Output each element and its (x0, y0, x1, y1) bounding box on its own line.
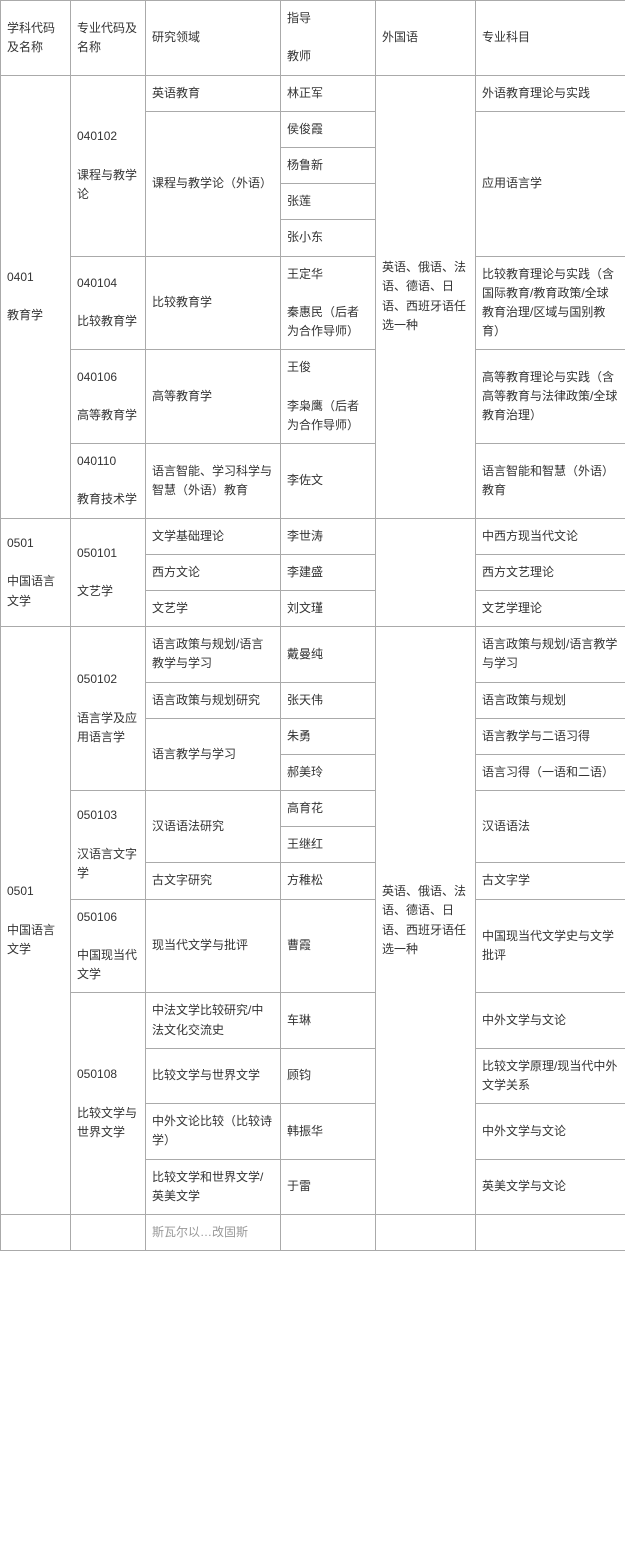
teacher-cell: 王定华 秦惠民（后者为合作导师） (281, 256, 376, 350)
teacher-cell: 王继红 (281, 827, 376, 863)
teacher-cell: 刘文瑾 (281, 590, 376, 626)
subject-cell: 文艺学理论 (476, 590, 625, 626)
subject-cell: 西方文艺理论 (476, 554, 625, 590)
subject-cell: 高等教育理论与实践（含高等教育与法律政策/全球教育治理） (476, 350, 625, 444)
discipline-cell: 0501 中国语言文学 (1, 627, 71, 1215)
header-row: 学科代码及名称 专业代码及名称 研究领域 指导 教师 外国语 专业科目 (1, 1, 625, 76)
subject-cell (476, 1214, 625, 1250)
table-row: 0501 中国语言文学050101 文艺学文学基础理论李世涛中西方现当代文论 (1, 518, 625, 554)
area-cell: 古文字研究 (146, 863, 281, 899)
major-cell: 040102 课程与教学论 (71, 75, 146, 256)
subject-cell: 比较教育理论与实践（含国际教育/教育政策/全球教育治理/区域与国别教育） (476, 256, 625, 350)
teacher-cell: 侯俊霞 (281, 111, 376, 147)
header-subject: 专业科目 (476, 1, 625, 76)
discipline-cell (1, 1214, 71, 1250)
table-row: 040104 比较教育学比较教育学王定华 秦惠民（后者为合作导师） 比较教育理论与… (1, 256, 625, 350)
area-cell: 高等教育学 (146, 350, 281, 444)
major-cell: 040104 比较教育学 (71, 256, 146, 350)
subject-cell: 语言智能和智慧（外语）教育 (476, 444, 625, 519)
teacher-cell: 林正军 (281, 75, 376, 111)
teacher-cell: 李佐文 (281, 444, 376, 519)
major-cell (71, 1214, 146, 1250)
teacher-cell: 朱勇 (281, 718, 376, 754)
foreign-lang-cell: 英语、俄语、法语、德语、日语、西班牙语任选一种 (376, 627, 476, 1215)
area-cell: 中法文学比较研究/中法文化交流史 (146, 993, 281, 1048)
area-cell: 文艺学 (146, 590, 281, 626)
program-table: 学科代码及名称 专业代码及名称 研究领域 指导 教师 外国语 专业科目 0401… (0, 0, 625, 1251)
teacher-cell: 张莲 (281, 184, 376, 220)
area-cell: 语言教学与学习 (146, 718, 281, 790)
table-row: 040106 高等教育学高等教育学王俊 李枭鹰（后者为合作导师） 高等教育理论与实… (1, 350, 625, 444)
subject-cell: 语言教学与二语习得 (476, 718, 625, 754)
header-discipline: 学科代码及名称 (1, 1, 71, 76)
area-cell: 汉语语法研究 (146, 791, 281, 863)
subject-cell: 古文字学 (476, 863, 625, 899)
table-row: 0401 教育学040102 课程与教学论英语教育林正军英语、俄语、法语、德语、… (1, 75, 625, 111)
header-teacher: 指导 教师 (281, 1, 376, 76)
foreign-lang-cell (376, 1214, 476, 1250)
teacher-cell: 韩振华 (281, 1104, 376, 1159)
area-cell: 文学基础理论 (146, 518, 281, 554)
teacher-cell: 于雷 (281, 1159, 376, 1214)
major-cell: 050106 中国现当代文学 (71, 899, 146, 993)
area-cell: 课程与教学论（外语） (146, 111, 281, 256)
subject-cell: 中国现当代文学史与文学批评 (476, 899, 625, 993)
subject-cell: 汉语语法 (476, 791, 625, 863)
foreign-lang-cell: 英语、俄语、法语、德语、日语、西班牙语任选一种 (376, 75, 476, 518)
area-cell: 比较文学与世界文学 (146, 1048, 281, 1103)
subject-cell: 应用语言学 (476, 111, 625, 256)
table-row: 斯瓦尔以…改固斯 (1, 1214, 625, 1250)
major-cell: 050108 比较文学与世界文学 (71, 993, 146, 1215)
teacher-cell: 杨鲁新 (281, 147, 376, 183)
major-cell: 040110 教育技术学 (71, 444, 146, 519)
major-cell: 050103 汉语言文字学 (71, 791, 146, 900)
area-cell: 比较文学和世界文学/英美文学 (146, 1159, 281, 1214)
subject-cell: 语言政策与规划/语言教学与学习 (476, 627, 625, 682)
header-area: 研究领域 (146, 1, 281, 76)
table-row: 0501 中国语言文学050102 语言学及应用语言学语言政策与规划/语言教学与… (1, 627, 625, 682)
major-cell: 040106 高等教育学 (71, 350, 146, 444)
area-cell: 比较教育学 (146, 256, 281, 350)
subject-cell: 中外文学与文论 (476, 993, 625, 1048)
subject-cell: 英美文学与文论 (476, 1159, 625, 1214)
area-cell: 语言智能、学习科学与智慧（外语）教育 (146, 444, 281, 519)
subject-cell: 中外文学与文论 (476, 1104, 625, 1159)
area-cell: 现当代文学与批评 (146, 899, 281, 993)
table-row: 050106 中国现当代文学现当代文学与批评曹霞 中国现当代文学史与文学批评 (1, 899, 625, 993)
area-cell: 斯瓦尔以…改固斯 (146, 1214, 281, 1250)
major-cell: 050102 语言学及应用语言学 (71, 627, 146, 791)
teacher-cell: 车琳 (281, 993, 376, 1048)
table-row: 050108 比较文学与世界文学中法文学比较研究/中法文化交流史车琳中外文学与文… (1, 993, 625, 1048)
teacher-cell: 曹霞 (281, 899, 376, 993)
teacher-cell: 顾钧 (281, 1048, 376, 1103)
teacher-cell: 方稚松 (281, 863, 376, 899)
teacher-cell: 郝美玲 (281, 754, 376, 790)
subject-cell: 中西方现当代文论 (476, 518, 625, 554)
header-foreign-lang: 外国语 (376, 1, 476, 76)
area-cell: 英语教育 (146, 75, 281, 111)
area-cell: 西方文论 (146, 554, 281, 590)
teacher-cell: 李建盛 (281, 554, 376, 590)
subject-cell: 语言习得（一语和二语） (476, 754, 625, 790)
area-cell: 语言政策与规划/语言教学与学习 (146, 627, 281, 682)
area-cell: 中外文论比较（比较诗学） (146, 1104, 281, 1159)
subject-cell: 外语教育理论与实践 (476, 75, 625, 111)
area-cell: 语言政策与规划研究 (146, 682, 281, 718)
teacher-cell (281, 1214, 376, 1250)
table-row: 050103 汉语言文字学汉语语法研究高育花汉语语法 (1, 791, 625, 827)
table-row: 040110 教育技术学语言智能、学习科学与智慧（外语）教育李佐文 语言智能和智慧… (1, 444, 625, 519)
teacher-cell: 张天伟 (281, 682, 376, 718)
teacher-cell: 李世涛 (281, 518, 376, 554)
foreign-lang-cell (376, 518, 476, 627)
discipline-cell: 0401 教育学 (1, 75, 71, 518)
teacher-cell: 王俊 李枭鹰（后者为合作导师） (281, 350, 376, 444)
teacher-cell: 戴曼纯 (281, 627, 376, 682)
subject-cell: 比较文学原理/现当代中外文学关系 (476, 1048, 625, 1103)
teacher-cell: 高育花 (281, 791, 376, 827)
discipline-cell: 0501 中国语言文学 (1, 518, 71, 627)
header-major: 专业代码及名称 (71, 1, 146, 76)
major-cell: 050101 文艺学 (71, 518, 146, 627)
teacher-cell: 张小东 (281, 220, 376, 256)
subject-cell: 语言政策与规划 (476, 682, 625, 718)
